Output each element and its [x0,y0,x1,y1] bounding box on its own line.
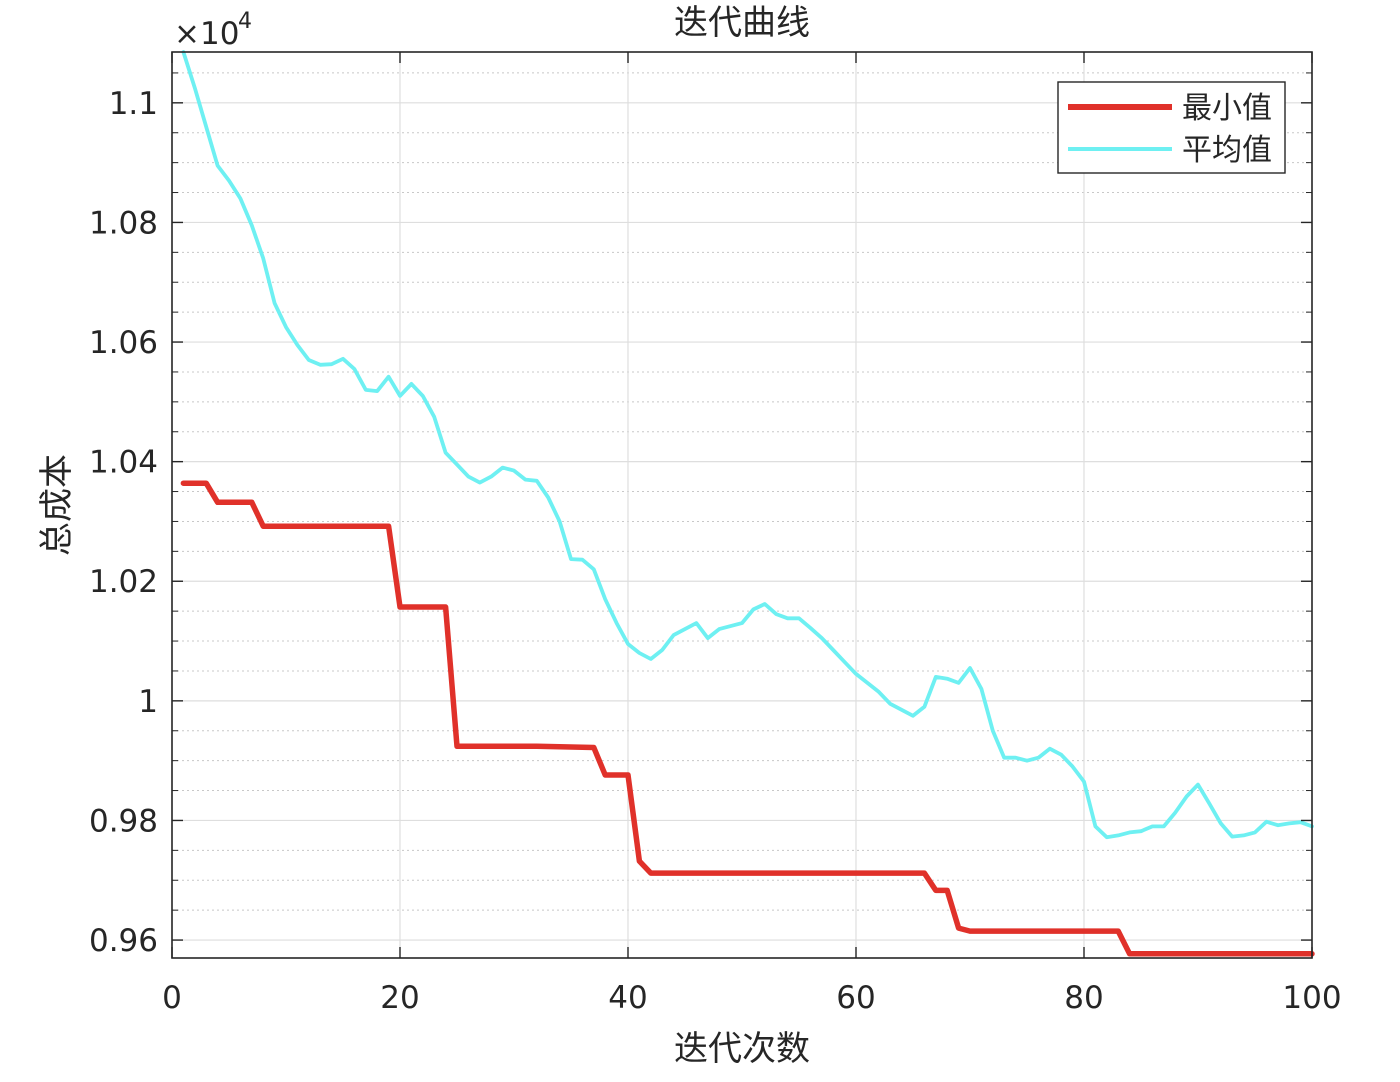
y-tick-label: 1 [138,684,158,720]
exponent-base: ×10 [174,16,239,52]
x-tick-label: 0 [162,980,182,1016]
y-tick-label: 1.1 [109,86,158,122]
series-line-mean [181,50,1314,840]
y-axis-label: 总成本 [37,454,77,556]
axis-ticks [171,52,1313,958]
legend-label-min: 最小值 [1182,91,1272,126]
exponent-power: 4 [238,9,252,34]
legend: 最小值 平均值 [1057,81,1286,174]
y-tick-label: 1.02 [89,564,158,600]
legend-label-mean: 平均值 [1182,133,1272,168]
plot-frame [171,51,1313,959]
x-tick-label: 20 [380,980,419,1016]
y-tick-label: 1.04 [89,445,158,481]
x-tick-label: 100 [1282,980,1341,1016]
x-axis-label: 迭代次数 [674,1029,810,1069]
x-tick-label: 80 [1064,980,1103,1016]
y-tick-labels: 0.96 0.98 1 1.02 1.04 1.06 1.08 1.1 [89,86,158,959]
series-line-min [180,480,1315,957]
x-tick-labels: 0 20 40 60 80 100 [162,980,1341,1016]
y-tick-label: 0.98 [89,803,158,839]
chart-title: 迭代曲线 [674,3,810,43]
series-layer [180,50,1315,957]
x-tick-label: 40 [608,980,647,1016]
y-tick-label: 0.96 [89,923,158,959]
legend-box [1057,81,1286,174]
plot-area [172,52,1312,958]
y-tick-label: 1.08 [89,205,158,241]
y-tick-label: 1.06 [89,325,158,361]
y-exponent-label: ×10 4 [174,9,252,52]
x-tick-label: 60 [836,980,875,1016]
